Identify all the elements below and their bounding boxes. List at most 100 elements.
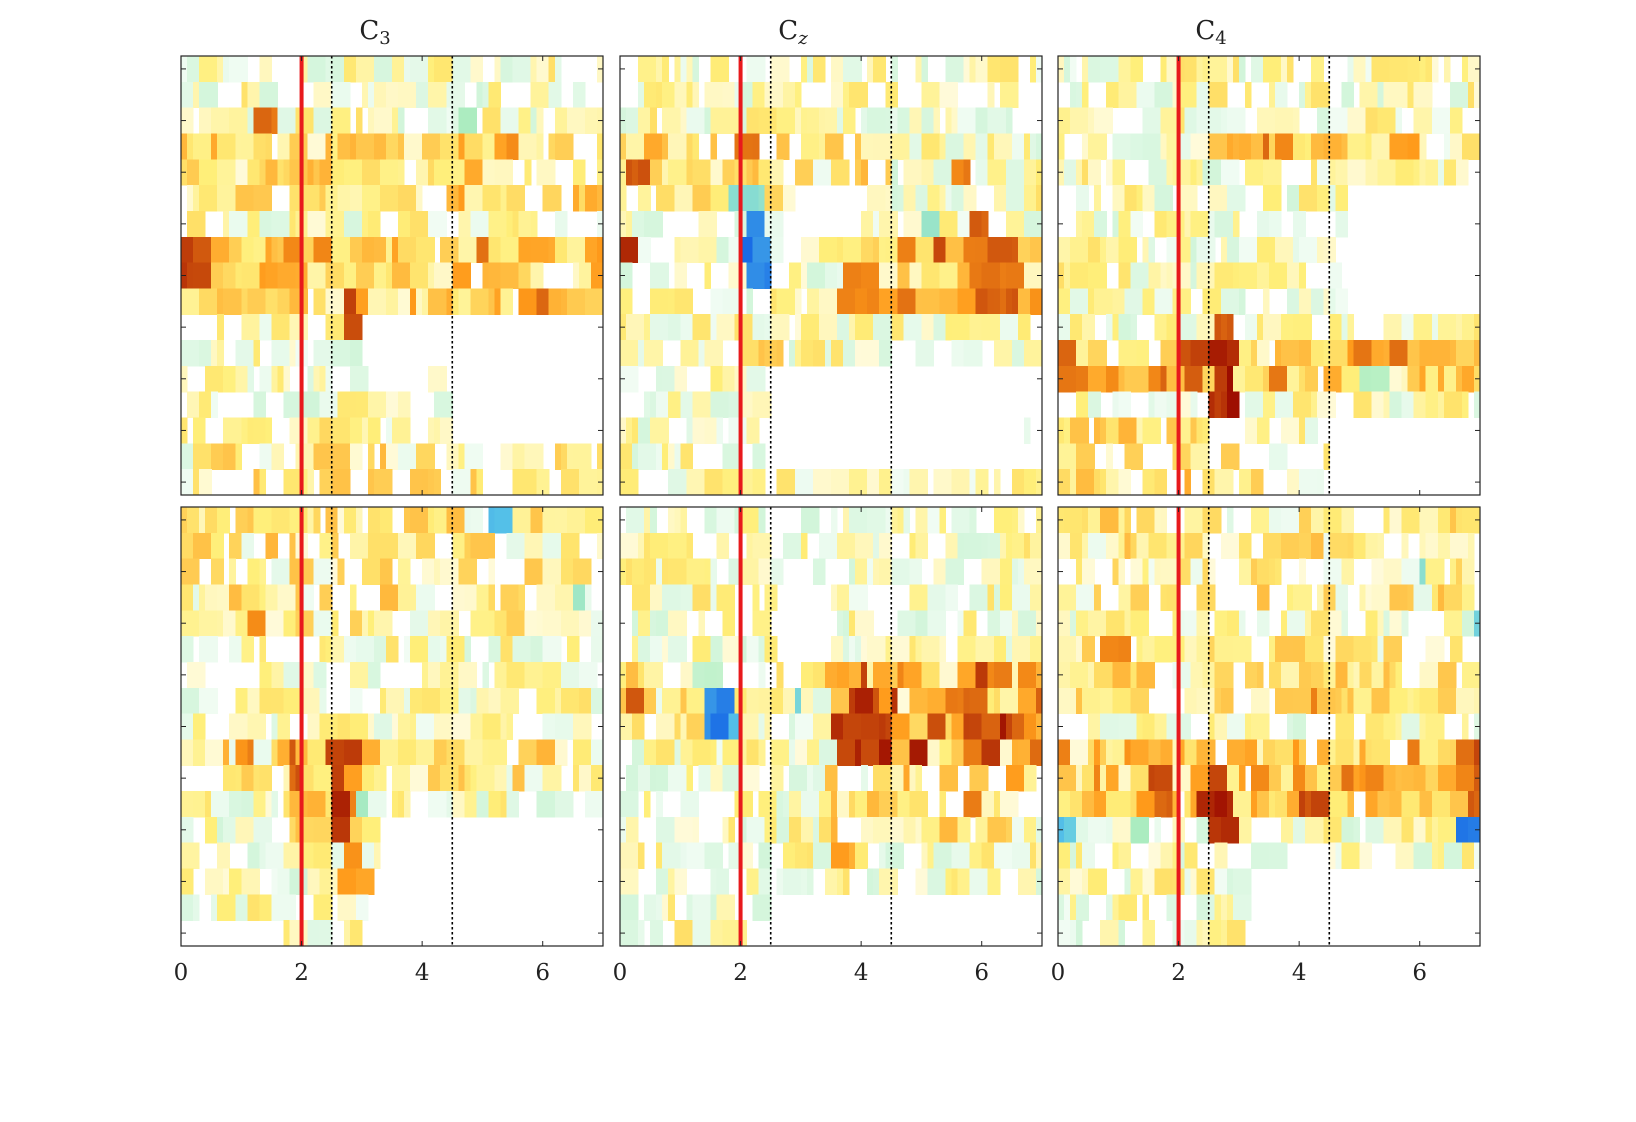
heat-cell [1136,81,1156,109]
heat-cell [1401,816,1415,844]
heat-cell [458,107,477,135]
heat-cell [1190,417,1198,444]
heat-cell [1196,868,1216,895]
heat-cell [1365,816,1385,844]
heat-cell [1437,532,1451,560]
heat-cell [1148,365,1162,393]
heat-cell [217,842,230,870]
heat-cell [1100,739,1107,766]
heat-cell [1082,687,1101,715]
heat-cell [536,107,544,135]
heat-cell [957,210,971,238]
heat-cell [782,842,796,870]
heat-cell [1323,558,1342,586]
heat-cell [1377,610,1385,637]
heat-cell [831,636,844,663]
heat-cell [939,765,959,792]
heat-cell [301,185,321,212]
heat-cell [1407,365,1421,393]
heat-cell [223,443,236,470]
heat-cell [325,791,333,818]
heat-cell [891,107,898,135]
heat-cell [452,584,465,611]
heat-cell [1226,739,1246,766]
heat-cell [963,713,971,741]
heat-cell [957,636,977,663]
heat-cell [367,210,381,238]
heat-cell [782,185,796,212]
heat-cell [283,236,303,264]
heat-cell [746,636,760,663]
heat-cell [482,133,496,160]
heat-cell [957,816,971,844]
heat-cell [969,210,983,238]
heat-cell [349,661,369,689]
heat-cell [776,133,790,160]
heat-cell [1419,133,1427,160]
heat-cell [806,765,814,792]
heat-cell [1395,765,1403,792]
heat-cell [1136,532,1150,560]
heat-cell [235,443,242,470]
heat-cell [638,920,645,947]
heat-cell [1172,262,1192,290]
heat-cell [704,507,718,534]
heat-cell [199,159,218,186]
heat-cell [1118,791,1131,818]
heat-cell [1437,159,1445,186]
heat-cell [259,661,273,689]
heat-cell [1112,739,1125,766]
heat-cell [1023,185,1037,212]
heat-cell [259,314,273,341]
heat-cell [1431,340,1451,367]
heat-cell [265,288,279,315]
heat-cell [1106,469,1119,496]
heat-cell [1226,791,1234,818]
heat-cell [1473,791,1481,818]
heat-cell [812,661,826,689]
heat-cell [794,842,808,870]
heat-cell [1058,791,1071,818]
heat-cell [1281,340,1300,367]
heat-cell [1166,584,1180,611]
heat-cell [1058,842,1071,870]
heat-cell [710,391,730,419]
heat-cell [1461,133,1481,160]
heat-cell [1076,443,1095,470]
heat-cell [331,765,345,792]
heat-cell [1413,159,1421,186]
heat-cell [620,365,639,393]
heat-cell [692,739,712,766]
heat-cell [710,288,724,315]
heat-cell [1088,133,1107,160]
heat-cell [428,56,435,83]
heat-cell [229,713,248,741]
heat-cell [289,314,297,341]
heat-cell [500,288,514,315]
heat-cell [367,713,375,741]
heat-cell [458,765,465,792]
heat-cell [271,687,285,715]
heat-cell [193,584,200,611]
heat-cell [867,107,886,135]
heat-cell [710,185,730,212]
heat-cell [1347,133,1367,160]
heat-cell [1184,687,1198,715]
heat-cell [764,210,784,238]
heat-cell [794,81,802,109]
heat-cell [1029,288,1043,315]
heat-cell [1461,365,1475,393]
heat-cell [1106,816,1113,844]
heat-cell [1112,558,1119,586]
heat-cell [1226,314,1234,341]
heat-cell [271,107,279,135]
heat-cell [1124,185,1137,212]
heat-cell [849,791,856,818]
heat-cell [410,765,429,792]
heat-cell [674,868,687,895]
heat-cell [235,687,248,715]
heat-cell [542,507,556,534]
heat-cell [434,262,453,290]
heat-cell [704,687,718,715]
heat-cell [686,558,705,586]
